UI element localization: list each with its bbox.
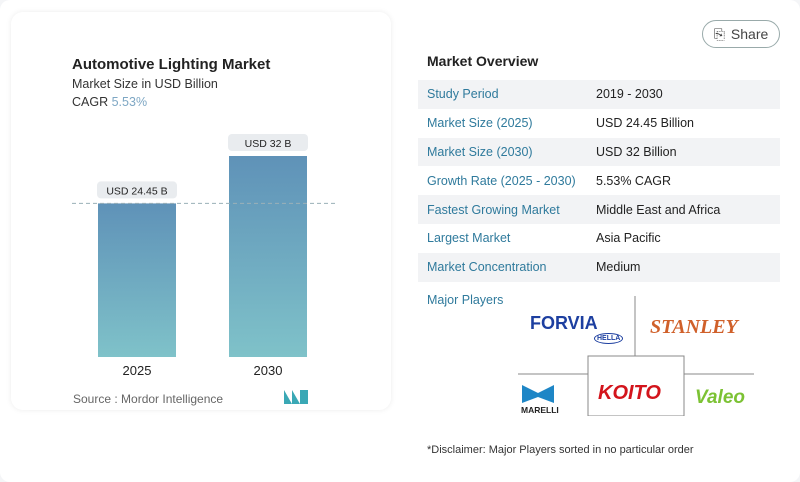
major-players-label: Major Players (427, 293, 504, 307)
hella-logo: HELLA (594, 333, 624, 344)
bar-2030 (229, 156, 307, 357)
cagr-label: CAGR (72, 95, 109, 109)
row-value: Middle East and Africa (596, 202, 721, 217)
koito-logo: KOITO (598, 382, 661, 404)
x-tick-label: 2030 (254, 363, 283, 378)
row-label: Study Period (427, 87, 499, 102)
row-label: Market Size (2030) (427, 144, 533, 159)
chart-card (11, 12, 391, 410)
share-label: Share (730, 26, 769, 42)
row-value: USD 24.45 Billion (596, 116, 694, 131)
overview-row: Market Size (2025) USD 24.45 Billion (418, 109, 780, 138)
share-icon: ⎘ (713, 25, 725, 42)
row-value: 2019 - 2030 (596, 87, 663, 102)
row-label: Fastest Growing Market (427, 202, 560, 217)
row-value: Asia Pacific (596, 231, 661, 246)
row-value: 5.53% CAGR (596, 173, 672, 188)
row-label: Market Size (2025) (427, 116, 533, 131)
disclaimer: *Disclaimer: Major Players sorted in no … (427, 444, 694, 456)
mordor-logo-icon (284, 390, 308, 404)
overview-row: Market Size (2030) USD 32 Billion (418, 137, 780, 167)
data-label: USD 32 B (245, 138, 292, 150)
chart-subtitle: Market Size in USD Billion (72, 77, 218, 91)
marelli-logo-icon (522, 385, 554, 403)
source: Source : Mordor Intelligence (73, 392, 224, 406)
row-value: Medium (596, 260, 641, 275)
valeo-logo: Valeo (695, 387, 745, 408)
player-grid-lines (518, 296, 754, 416)
row-label: Largest Market (427, 231, 511, 246)
overview-table: Study Period 2019 - 2030 Market Size (2025… (418, 80, 780, 282)
stanley-logo: STANLEY (650, 316, 738, 338)
overview-row: Study Period 2019 - 2030 (418, 80, 780, 109)
cagr-value: 5.53% (111, 95, 148, 109)
data-label-bg (97, 181, 177, 199)
overview-row: Growth Rate (2025 - 2030) 5.53% CAGR (418, 166, 780, 195)
row-label: Growth Rate (2025 - 2030) (427, 173, 576, 188)
chart-title: Automotive Lighting Market (72, 56, 271, 73)
row-value: USD 32 Billion (596, 144, 677, 159)
forvia-logo: FORVIA (530, 313, 598, 333)
marelli-logo: MARELLI (521, 405, 559, 415)
row-label: Market Concentration (427, 260, 547, 275)
overview-row: Market Concentration Medium (418, 252, 780, 282)
bar-chart: USD 24.45 B 2025 USD 32 B 2030 (72, 134, 337, 378)
cagr: CAGR 5.53% (72, 95, 147, 109)
overview-row: Largest Market Asia Pacific (418, 224, 780, 253)
x-tick-label: 2025 (123, 363, 152, 378)
overview-row: Fastest Growing Market Middle East and Af… (418, 195, 780, 224)
data-label: USD 24.45 B (106, 185, 167, 197)
share-button[interactable]: ⎘ Share (702, 20, 780, 48)
bar-2025 (98, 203, 176, 357)
data-label-bg (228, 134, 308, 151)
overview-title: Market Overview (427, 53, 539, 69)
